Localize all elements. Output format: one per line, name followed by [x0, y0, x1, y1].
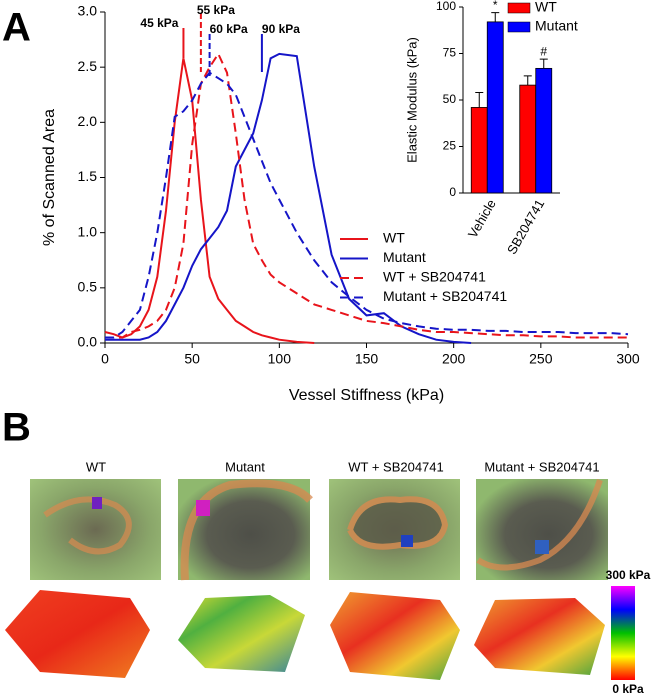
annotation: 55 kPa [197, 3, 235, 17]
bar [519, 84, 537, 194]
y-tick-label: 50 [443, 92, 457, 106]
image-panels: 300 kPa 0 kPa [5, 479, 651, 696]
series-line [105, 51, 628, 339]
bar [470, 107, 488, 194]
annotation: 60 kPa [210, 22, 248, 36]
error-bar [475, 92, 484, 108]
y-tick-label: 1.0 [78, 223, 98, 239]
surface-map [474, 598, 605, 675]
scan-area [401, 535, 413, 547]
error-bar [491, 12, 500, 22]
panel-label: A [2, 6, 31, 50]
legend-label: Mutant [383, 249, 426, 265]
micrograph [476, 479, 608, 580]
error-bar [539, 58, 548, 69]
surface-map [178, 595, 305, 672]
x-tick-label: Vehicle [465, 197, 499, 241]
vessel-wall [180, 479, 313, 581]
x-tick-label: 200 [442, 351, 466, 367]
micrograph [30, 479, 161, 580]
legend-label: WT [383, 230, 405, 246]
y-tick-label: 75 [443, 46, 457, 60]
y-tick-label: 0.5 [78, 279, 98, 295]
y-tick-label: 100 [436, 0, 456, 13]
colorbar-label: 300 kPa [606, 568, 651, 582]
colorbar [611, 586, 635, 680]
legend-label: Mutant + SB204741 [383, 288, 507, 304]
surface-map [5, 590, 150, 678]
series-line [104, 58, 315, 344]
legend-label: WT [535, 0, 557, 15]
image-title: WT + SB204741 [348, 459, 444, 474]
y-tick-label: 2.5 [78, 58, 98, 74]
y-tick-label: 2.0 [78, 113, 98, 129]
micrograph [178, 479, 310, 580]
vessel-wall [347, 496, 449, 550]
vessel-wall [476, 479, 603, 571]
series-line [105, 71, 629, 339]
annotation: 45 kPa [140, 16, 178, 30]
bar [486, 21, 504, 194]
panel-label: B [2, 406, 31, 450]
significance: * [493, 0, 498, 12]
x-axis-label: Vessel Stiffness (kPa) [289, 387, 444, 404]
image-title: Mutant + SB204741 [484, 459, 599, 474]
x-tick-label: 250 [529, 351, 553, 367]
scan-area [535, 540, 549, 554]
y-tick-label: 0.0 [78, 334, 98, 350]
y-axis-label: Elastic Modulus (kPa) [404, 37, 419, 163]
bar [535, 67, 553, 194]
surface-map [330, 592, 460, 680]
y-tick-label: 25 [443, 139, 457, 153]
annotation: 90 kPa [262, 22, 300, 36]
colorbar-label: 0 kPa [612, 682, 644, 696]
scan-area [92, 497, 102, 509]
y-tick-label: 3.0 [78, 3, 98, 19]
image-title: Mutant [225, 459, 265, 474]
legend-swatch [507, 21, 531, 33]
scan-area [196, 500, 210, 516]
legend-swatch [507, 2, 531, 14]
vessel-wall [43, 496, 132, 555]
significance: # [540, 44, 547, 58]
legend-label: Mutant [535, 18, 578, 34]
x-tick-label: 150 [355, 351, 379, 367]
y-tick-label: 1.5 [78, 168, 98, 184]
y-axis-label: % of Scanned Area [41, 109, 58, 246]
x-tick-label: SB204741 [504, 197, 547, 257]
x-tick-label: 300 [616, 351, 640, 367]
x-tick-label: 100 [268, 351, 292, 367]
legend-label: WT + SB204741 [383, 269, 486, 285]
x-tick-label: 50 [184, 351, 200, 367]
x-tick-label: 0 [101, 351, 109, 367]
series-line [105, 52, 472, 344]
error-bar [523, 75, 532, 86]
y-tick-label: 0 [449, 185, 456, 199]
image-title: WT [86, 459, 106, 474]
